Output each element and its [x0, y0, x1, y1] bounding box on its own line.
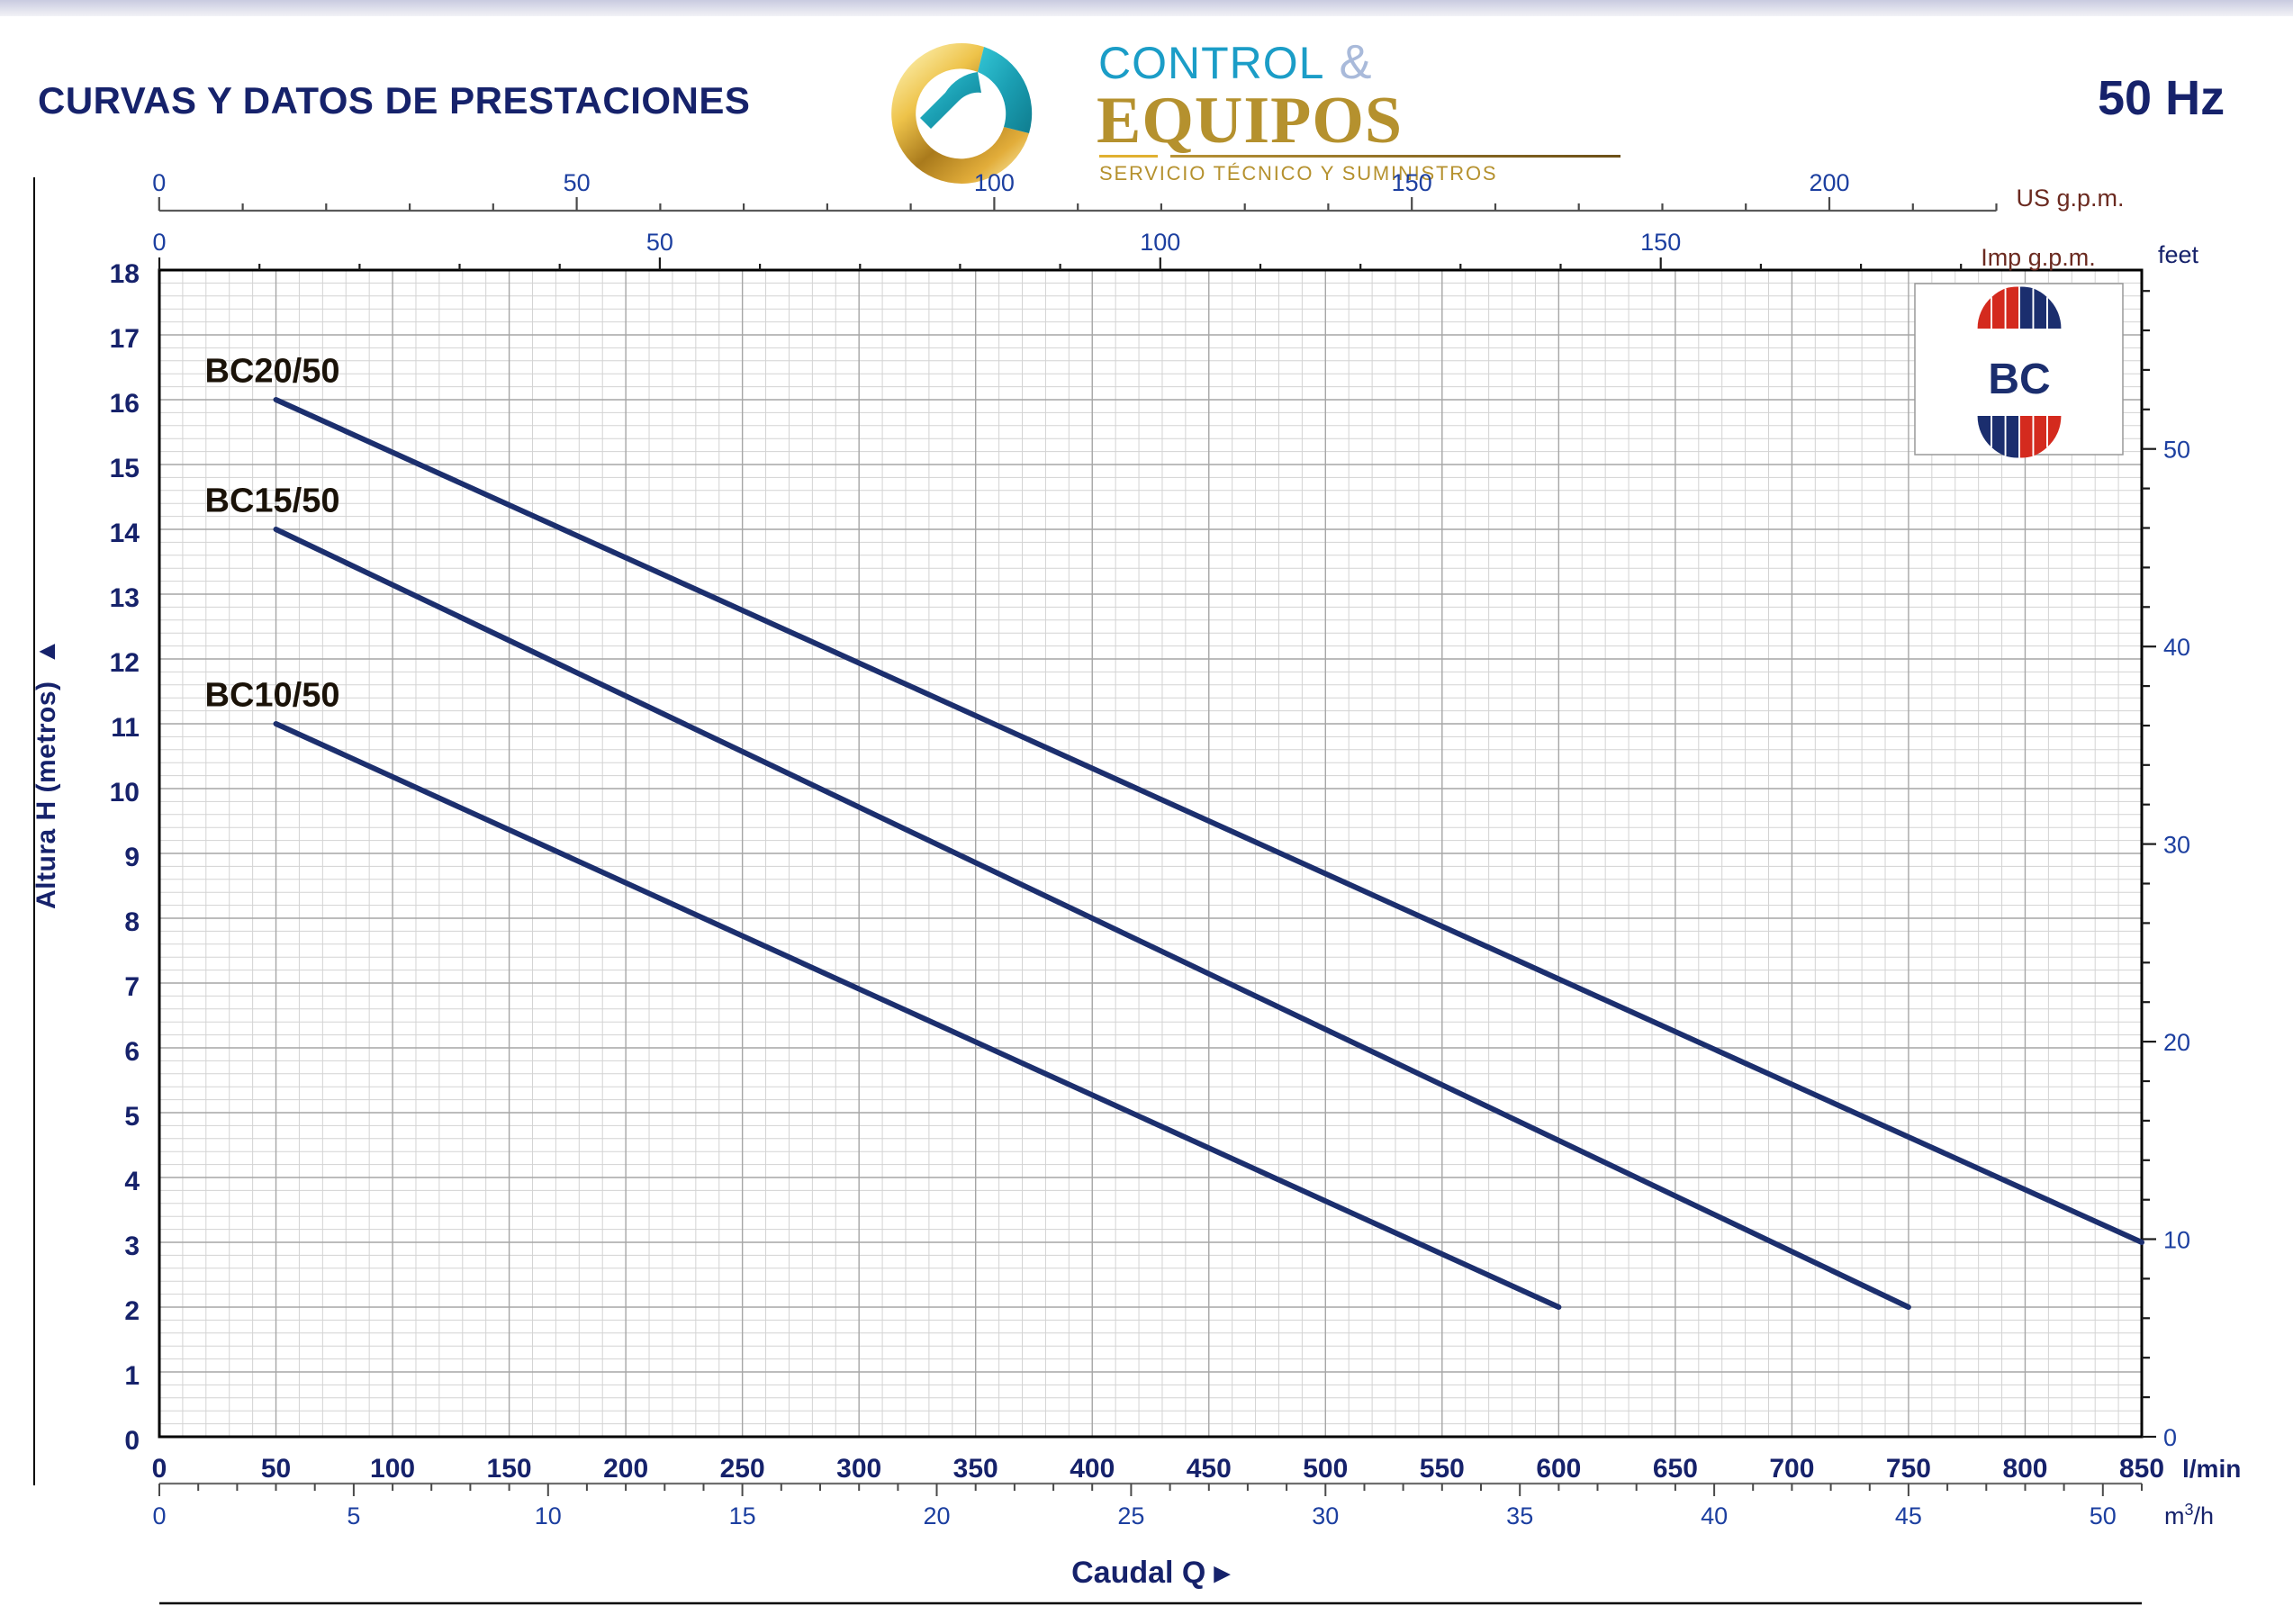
svg-text:9: 9 [124, 843, 140, 872]
svg-text:200: 200 [603, 1454, 648, 1484]
svg-text:4: 4 [124, 1167, 140, 1196]
svg-text:20: 20 [2163, 1029, 2190, 1056]
svg-text:US g.p.m.: US g.p.m. [2017, 185, 2125, 212]
svg-text:feet: feet [2158, 241, 2199, 268]
svg-text:8: 8 [124, 907, 140, 937]
svg-text:150: 150 [487, 1454, 532, 1484]
svg-text:l/min: l/min [2182, 1455, 2241, 1483]
svg-text:20: 20 [923, 1502, 950, 1529]
svg-text:5: 5 [124, 1102, 140, 1132]
svg-text:10: 10 [2163, 1227, 2190, 1254]
svg-text:100: 100 [974, 169, 1015, 196]
svg-text:600: 600 [1536, 1454, 1581, 1484]
svg-text:800: 800 [2002, 1454, 2047, 1484]
svg-text:150: 150 [1392, 169, 1432, 196]
svg-text:50: 50 [261, 1454, 291, 1484]
svg-text:16: 16 [110, 389, 140, 419]
svg-text:15: 15 [729, 1502, 756, 1529]
svg-text:15: 15 [110, 454, 140, 483]
svg-text:500: 500 [1303, 1454, 1348, 1484]
svg-text:200: 200 [1809, 169, 1849, 196]
svg-text:0: 0 [124, 1426, 140, 1456]
svg-text:Caudal Q ▸: Caudal Q ▸ [1071, 1556, 1232, 1590]
svg-text:25: 25 [1117, 1502, 1144, 1529]
svg-text:400: 400 [1070, 1454, 1115, 1484]
svg-text:35: 35 [1506, 1502, 1533, 1529]
svg-text:150: 150 [1640, 229, 1681, 256]
svg-text:10: 10 [535, 1502, 562, 1529]
svg-text:40: 40 [1701, 1502, 1728, 1529]
svg-text:50: 50 [564, 169, 591, 196]
svg-text:50: 50 [646, 229, 673, 256]
svg-text:17: 17 [110, 324, 140, 354]
svg-text:850: 850 [2119, 1454, 2164, 1484]
svg-text:30: 30 [1312, 1502, 1339, 1529]
svg-text:6: 6 [124, 1037, 140, 1067]
svg-text:BC20/50: BC20/50 [205, 353, 340, 391]
svg-text:2: 2 [124, 1296, 140, 1326]
svg-text:700: 700 [1769, 1454, 1814, 1484]
svg-text:12: 12 [110, 648, 140, 678]
svg-text:550: 550 [1420, 1454, 1465, 1484]
svg-text:250: 250 [720, 1454, 765, 1484]
svg-text:BC: BC [1988, 356, 2050, 403]
svg-text:45: 45 [1895, 1502, 1922, 1529]
svg-text:750: 750 [1886, 1454, 1931, 1484]
svg-text:11: 11 [111, 713, 140, 743]
svg-text:0: 0 [152, 1454, 167, 1484]
svg-text:50: 50 [2090, 1502, 2117, 1529]
svg-text:100: 100 [1140, 229, 1180, 256]
svg-text:5: 5 [347, 1502, 360, 1529]
svg-text:7: 7 [124, 972, 140, 1002]
svg-text:100: 100 [370, 1454, 415, 1484]
svg-text:30: 30 [2163, 832, 2190, 859]
svg-text:m3/h: m3/h [2164, 1501, 2214, 1529]
svg-text:10: 10 [110, 778, 140, 807]
svg-text:0: 0 [152, 169, 166, 196]
svg-text:1: 1 [124, 1361, 140, 1391]
svg-text:350: 350 [953, 1454, 998, 1484]
svg-text:3: 3 [124, 1232, 140, 1261]
svg-text:0: 0 [2163, 1424, 2177, 1451]
svg-text:13: 13 [110, 583, 140, 613]
svg-text:BC15/50: BC15/50 [205, 483, 340, 520]
svg-text:BC10/50: BC10/50 [205, 677, 340, 715]
svg-text:18: 18 [110, 259, 140, 289]
svg-text:0: 0 [152, 1502, 166, 1529]
svg-text:40: 40 [2163, 634, 2190, 661]
svg-text:Imp g.p.m.: Imp g.p.m. [1981, 244, 2096, 271]
svg-text:14: 14 [110, 519, 140, 548]
svg-text:50: 50 [2163, 437, 2190, 464]
svg-text:450: 450 [1187, 1454, 1232, 1484]
svg-text:300: 300 [836, 1454, 881, 1484]
svg-text:650: 650 [1653, 1454, 1698, 1484]
svg-text:0: 0 [152, 229, 166, 256]
